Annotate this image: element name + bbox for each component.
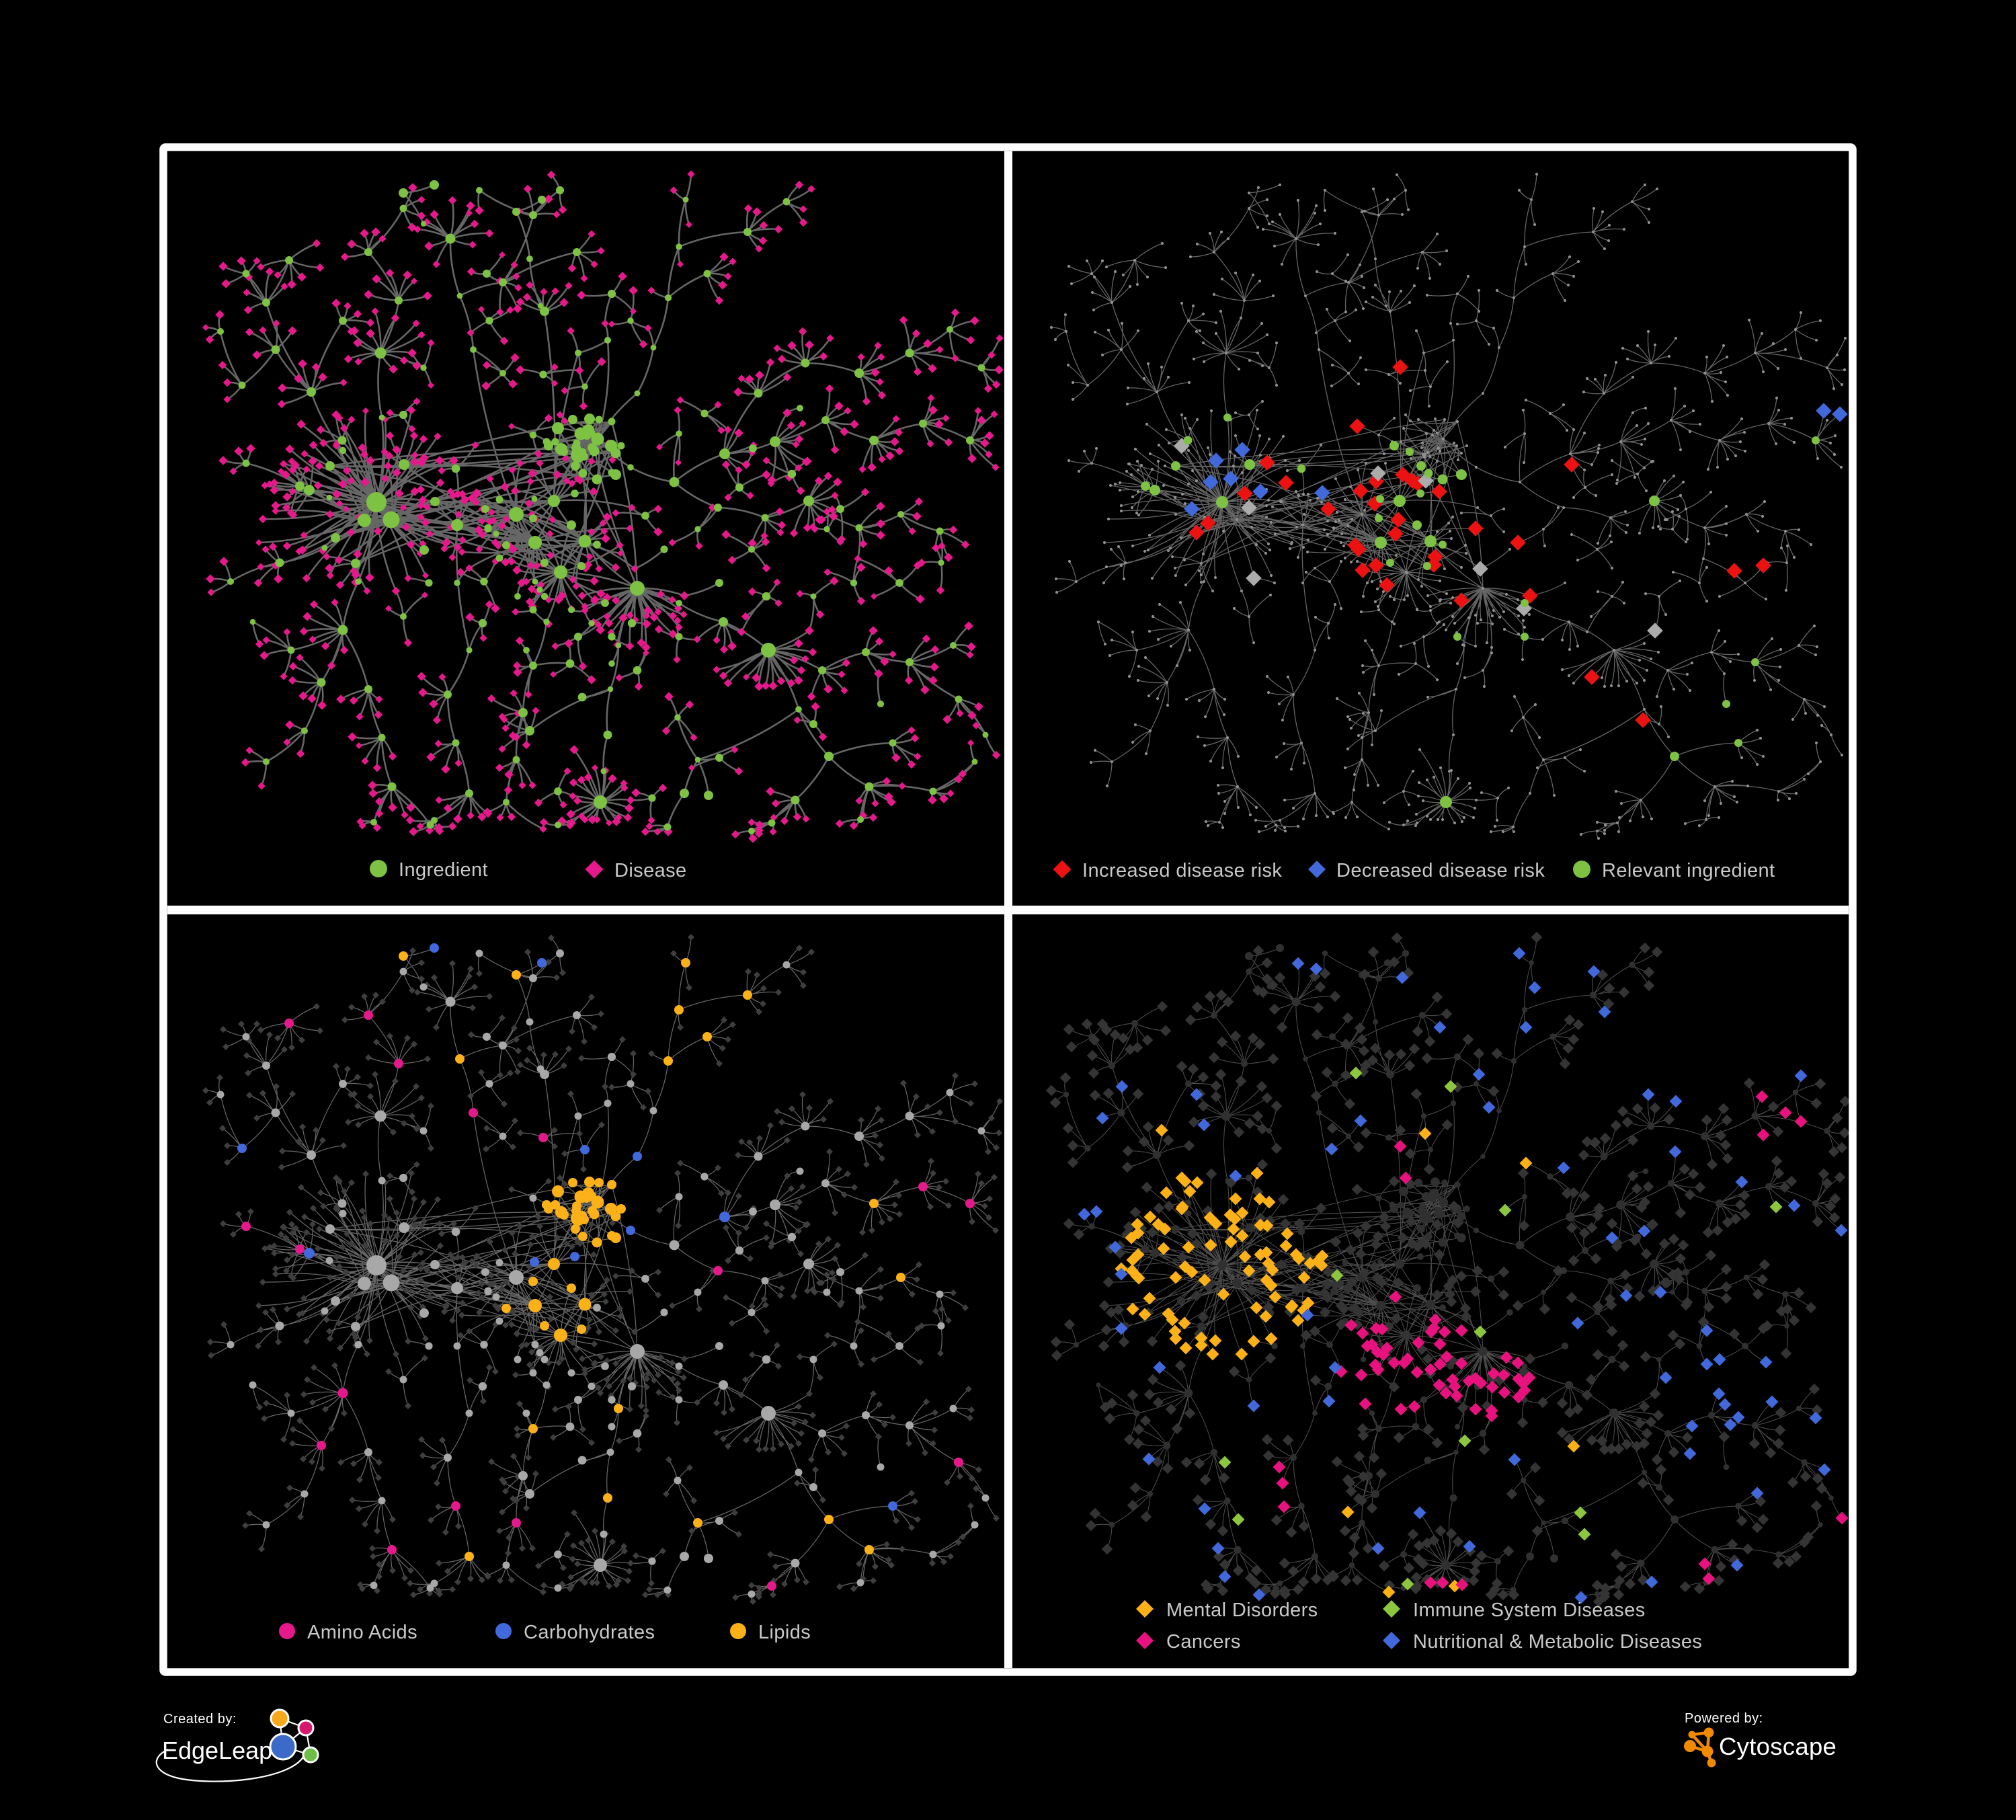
svg-text:Cancers: Cancers: [1166, 1631, 1241, 1653]
svg-text:Decreased disease risk: Decreased disease risk: [1336, 860, 1545, 881]
svg-text:Relevant ingredient: Relevant ingredient: [1602, 860, 1775, 881]
svg-text:Nutritional & Metabolic Diseas: Nutritional & Metabolic Diseases: [1413, 1631, 1702, 1653]
svg-text:Ingredient: Ingredient: [399, 859, 488, 881]
svg-text:Powered by:: Powered by:: [1685, 1711, 1763, 1726]
svg-text:Cytoscape: Cytoscape: [1719, 1733, 1837, 1760]
svg-text:Created by:: Created by:: [163, 1712, 237, 1727]
svg-text:Immune System Diseases: Immune System Diseases: [1413, 1599, 1646, 1621]
svg-text:Mental Disorders: Mental Disorders: [1166, 1599, 1318, 1621]
svg-text:Carbohydrates: Carbohydrates: [524, 1622, 655, 1643]
svg-text:EdgeLeap: EdgeLeap: [162, 1737, 272, 1764]
svg-text:Disease: Disease: [614, 860, 687, 881]
svg-text:Increased disease risk: Increased disease risk: [1082, 860, 1282, 881]
svg-text:Amino Acids: Amino Acids: [307, 1622, 417, 1643]
svg-text:Lipids: Lipids: [758, 1622, 811, 1643]
